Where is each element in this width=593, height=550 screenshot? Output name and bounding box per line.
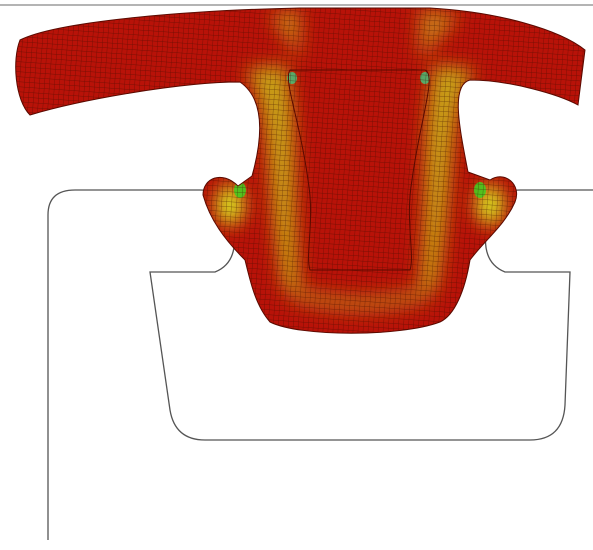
seal <box>15 8 586 334</box>
